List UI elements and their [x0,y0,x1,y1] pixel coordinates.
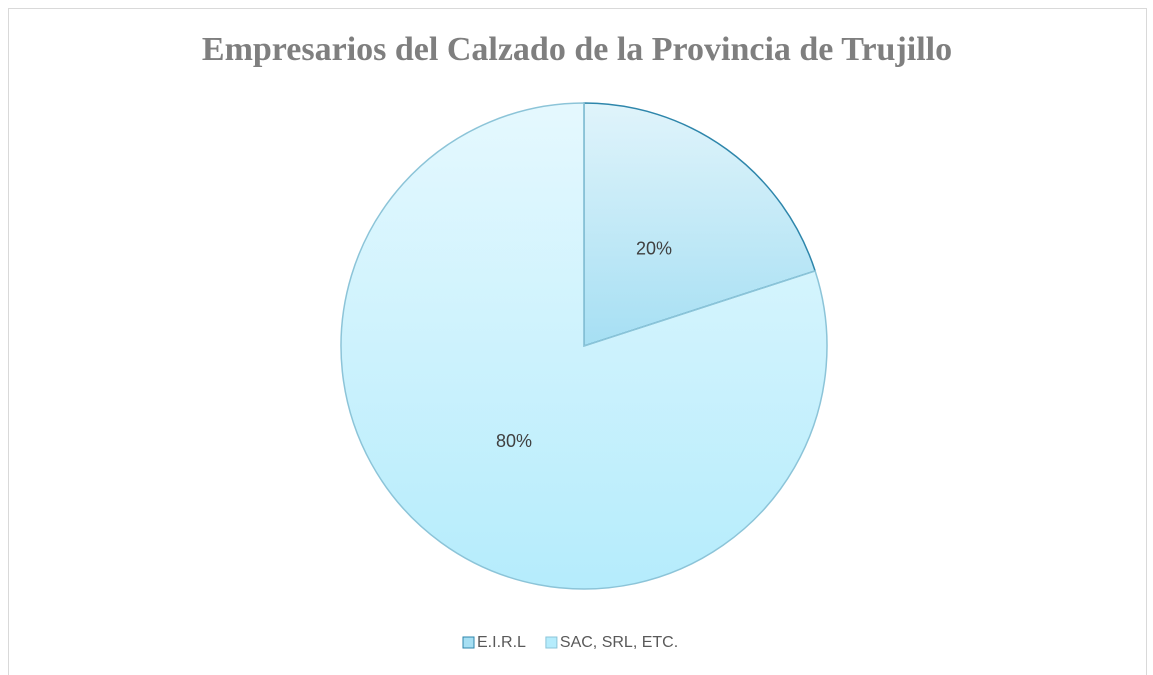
pie-slice [340,102,828,590]
legend-label: SAC, SRL, ETC. [560,634,678,651]
legend-label: E.I.R.L [477,634,526,651]
chart-title: Empresarios del Calzado de la Provincia … [202,31,952,68]
pie-slice [583,102,817,348]
data-label: 20% [636,238,672,258]
data-label: 80% [496,431,532,451]
legend-swatch [545,636,558,649]
legend-swatch [462,636,475,649]
